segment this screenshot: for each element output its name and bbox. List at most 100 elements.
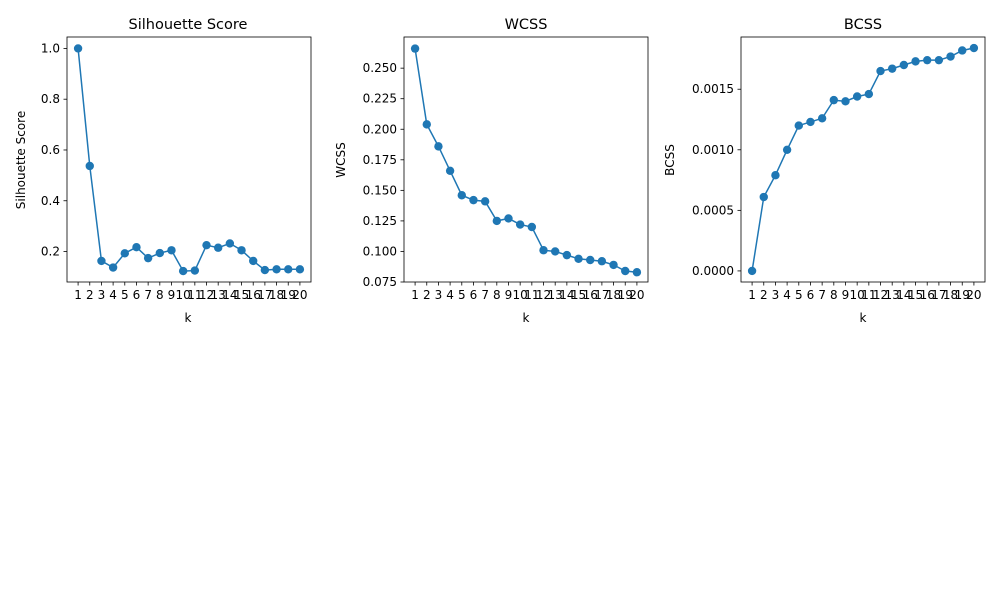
data-point xyxy=(237,246,246,255)
y-tick-label: 0.150 xyxy=(363,183,397,197)
data-point xyxy=(574,254,583,263)
x-tick-label: 5 xyxy=(121,288,129,302)
x-tick-label: 15 xyxy=(571,288,586,302)
x-tick-label: 4 xyxy=(783,288,791,302)
x-tick-label: 13 xyxy=(211,288,226,302)
x-tick-label: 9 xyxy=(505,288,513,302)
data-point xyxy=(539,246,548,255)
x-tick-label: 18 xyxy=(606,288,621,302)
y-tick-label: 0.6 xyxy=(41,143,60,157)
x-tick-label: 7 xyxy=(818,288,826,302)
data-point xyxy=(899,60,909,70)
x-tick-label: 1 xyxy=(748,288,756,302)
data-point xyxy=(213,243,223,252)
x-tick-label: 2 xyxy=(760,288,768,302)
chart-title: Silhouette Score xyxy=(129,17,248,33)
data-point xyxy=(284,265,293,274)
data-point xyxy=(249,256,258,266)
data-point xyxy=(73,44,83,53)
x-tick-label: 7 xyxy=(481,288,489,302)
x-axis-label: k xyxy=(523,311,530,325)
data-point xyxy=(445,166,455,176)
data-point xyxy=(504,214,513,223)
data-point xyxy=(621,266,630,276)
x-tick-label: 13 xyxy=(885,288,900,302)
x-tick-label: 3 xyxy=(435,288,443,302)
x-tick-label: 3 xyxy=(98,288,106,302)
x-tick-label: 19 xyxy=(955,288,970,302)
y-tick-label: 0.2 xyxy=(41,245,60,259)
data-point xyxy=(911,57,920,66)
x-tick-label: 10 xyxy=(850,288,865,302)
x-tick-label: 11 xyxy=(524,288,539,302)
y-tick-label: 0.225 xyxy=(363,92,397,106)
y-tick-label: 0.8 xyxy=(41,92,60,106)
data-point xyxy=(562,250,572,260)
data-point xyxy=(876,66,885,76)
y-tick-label: 0.0010 xyxy=(692,143,734,157)
data-point xyxy=(295,265,305,274)
x-tick-label: 4 xyxy=(109,288,117,302)
x-tick-label: 17 xyxy=(931,288,946,302)
y-tick-label: 0.250 xyxy=(363,61,397,75)
data-point xyxy=(85,161,94,171)
x-tick-label: 14 xyxy=(896,288,911,302)
data-point xyxy=(434,142,443,151)
data-point xyxy=(934,55,944,65)
data-point xyxy=(155,248,165,258)
x-tick-label: 15 xyxy=(234,288,249,302)
plot-area-frame xyxy=(403,36,649,283)
x-tick-label: 11 xyxy=(861,288,876,302)
x-tick-label: 15 xyxy=(908,288,923,302)
data-point xyxy=(480,197,490,206)
data-point xyxy=(97,256,106,266)
data-point xyxy=(747,266,757,276)
data-point xyxy=(771,171,780,180)
x-tick-label: 9 xyxy=(168,288,176,302)
data-point xyxy=(887,64,897,73)
x-tick-label: 1 xyxy=(411,288,419,302)
x-tick-label: 2 xyxy=(86,288,94,302)
y-tick-label: 1.0 xyxy=(41,41,60,55)
data-point xyxy=(422,120,431,129)
y-tick-label: 0.4 xyxy=(41,194,60,208)
x-tick-label: 20 xyxy=(292,288,307,302)
data-point xyxy=(794,121,803,130)
data-point xyxy=(946,52,955,61)
x-tick-label: 8 xyxy=(493,288,501,302)
x-tick-label: 7 xyxy=(144,288,152,302)
data-point xyxy=(527,222,537,232)
data-point xyxy=(817,114,827,123)
data-point xyxy=(609,260,618,270)
data-point xyxy=(410,44,420,53)
chart-title: BCSS xyxy=(844,17,882,33)
x-tick-label: 19 xyxy=(281,288,296,302)
series-line xyxy=(414,48,637,273)
data-point xyxy=(120,249,129,258)
x-tick-label: 12 xyxy=(199,288,214,302)
y-tick-label: 0.175 xyxy=(363,153,397,167)
y-tick-label: 0.075 xyxy=(363,275,397,289)
data-point xyxy=(550,247,560,256)
x-tick-label: 8 xyxy=(156,288,164,302)
x-tick-label: 1 xyxy=(74,288,82,302)
plot-area-frame xyxy=(740,36,986,283)
data-point xyxy=(632,268,642,277)
y-tick-label: 0.0005 xyxy=(692,203,734,217)
x-tick-label: 16 xyxy=(583,288,598,302)
data-point xyxy=(108,263,118,272)
x-tick-label: 17 xyxy=(594,288,609,302)
x-tick-label: 13 xyxy=(548,288,563,302)
data-point xyxy=(515,220,525,229)
x-tick-label: 19 xyxy=(618,288,633,302)
y-axis-label: Silhouette Score xyxy=(14,111,28,209)
x-tick-label: 12 xyxy=(873,288,888,302)
x-tick-label: 20 xyxy=(629,288,644,302)
x-tick-label: 5 xyxy=(795,288,803,302)
data-point xyxy=(457,191,466,200)
x-tick-label: 10 xyxy=(176,288,191,302)
data-point xyxy=(492,216,502,226)
x-axis-label: k xyxy=(185,311,192,325)
data-point xyxy=(806,117,815,127)
